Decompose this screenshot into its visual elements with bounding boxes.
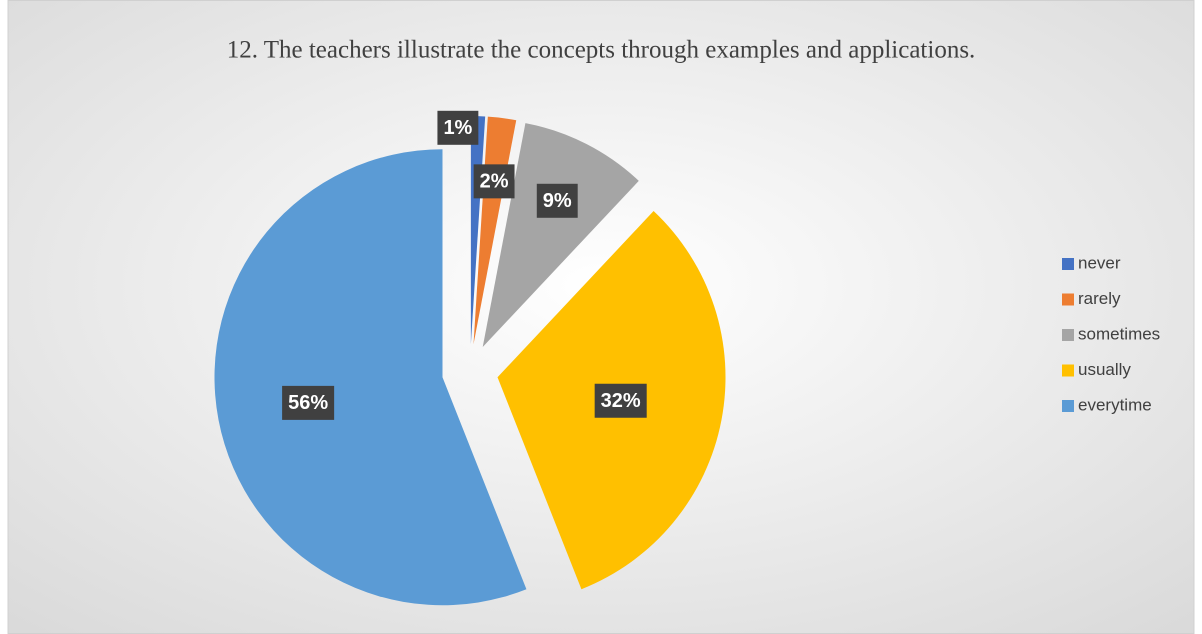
data-label-box — [282, 385, 335, 420]
chart-title: 12. The teachers illustrate the concepts… — [227, 37, 976, 64]
data-label-box — [536, 183, 578, 218]
legend-label: usually — [1078, 360, 1131, 379]
legend-label: never — [1078, 253, 1121, 272]
data-label: 2% — [480, 171, 509, 193]
legend-swatch — [1062, 258, 1074, 270]
legend-swatch — [1062, 364, 1074, 377]
legend-swatch — [1062, 293, 1074, 306]
legend-label: sometimes — [1078, 324, 1160, 343]
pie-slice — [214, 149, 527, 606]
pie-slice — [482, 123, 639, 348]
legend-swatch — [1062, 400, 1074, 412]
legend-label: everytime — [1078, 395, 1152, 414]
legend-swatch — [1062, 329, 1074, 341]
data-label: 32% — [601, 390, 641, 412]
data-label: 9% — [543, 190, 572, 212]
data-label-box — [594, 383, 647, 418]
data-label: 1% — [443, 117, 472, 139]
data-label-box — [473, 164, 515, 199]
data-label-box — [437, 110, 479, 145]
legend-label: rarely — [1078, 289, 1121, 308]
data-label: 56% — [288, 392, 328, 414]
